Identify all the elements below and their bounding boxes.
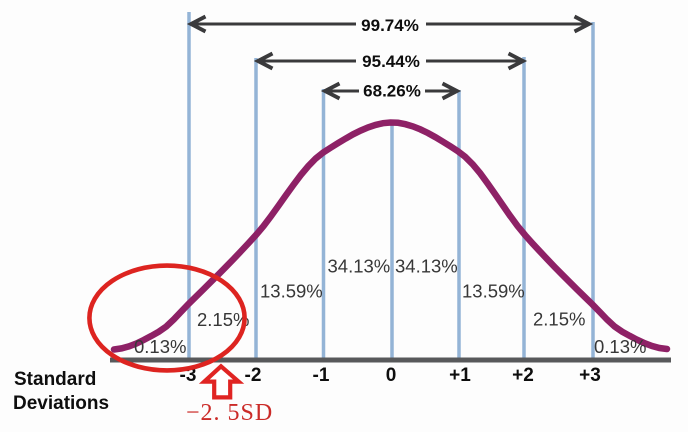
svg-text:−2. 5SD: −2. 5SD bbox=[186, 400, 273, 426]
svg-text:2.15%: 2.15% bbox=[533, 309, 585, 330]
svg-text:+1: +1 bbox=[449, 365, 471, 386]
svg-text:0.13%: 0.13% bbox=[134, 336, 186, 357]
svg-text:13.59%: 13.59% bbox=[462, 281, 525, 302]
svg-text:0: 0 bbox=[386, 365, 397, 386]
svg-text:99.74%: 99.74% bbox=[361, 16, 419, 35]
svg-text:68.26%: 68.26% bbox=[363, 82, 421, 101]
svg-text:Deviations: Deviations bbox=[13, 393, 109, 414]
svg-text:Standard: Standard bbox=[14, 369, 96, 390]
svg-text:95.44%: 95.44% bbox=[362, 52, 420, 71]
svg-text:-1: -1 bbox=[313, 365, 330, 386]
svg-text:34.13%: 34.13% bbox=[395, 256, 458, 277]
svg-text:+2: +2 bbox=[512, 365, 534, 386]
svg-text:+3: +3 bbox=[579, 365, 601, 386]
svg-text:34.13%: 34.13% bbox=[328, 256, 391, 277]
svg-text:0.13%: 0.13% bbox=[594, 336, 646, 357]
svg-text:2.15%: 2.15% bbox=[197, 309, 249, 330]
svg-text:-2: -2 bbox=[245, 365, 262, 386]
svg-text:13.59%: 13.59% bbox=[260, 281, 323, 302]
